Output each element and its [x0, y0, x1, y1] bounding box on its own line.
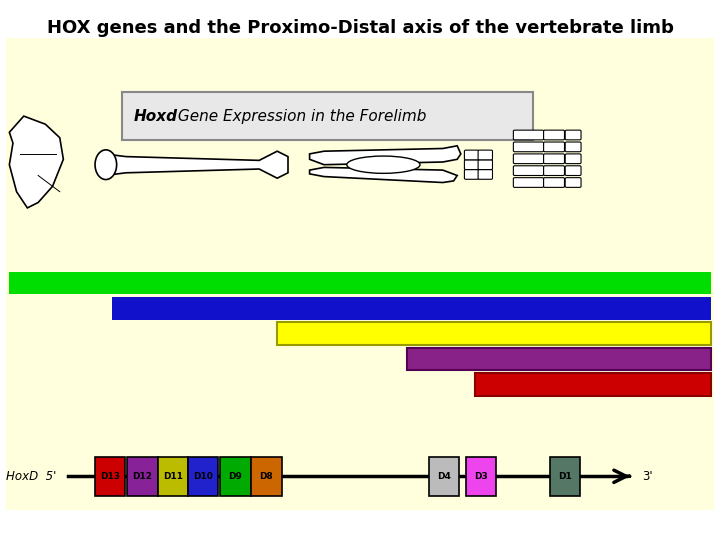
FancyBboxPatch shape — [513, 166, 544, 176]
Polygon shape — [9, 116, 63, 208]
Text: D1: D1 — [558, 472, 572, 481]
Text: D3: D3 — [474, 472, 488, 481]
FancyBboxPatch shape — [478, 170, 492, 179]
FancyBboxPatch shape — [188, 457, 218, 496]
Text: D9: D9 — [228, 472, 243, 481]
FancyBboxPatch shape — [464, 160, 479, 170]
Text: D8: D8 — [259, 472, 274, 481]
Text: D4: D4 — [437, 472, 451, 481]
Ellipse shape — [347, 156, 420, 173]
FancyBboxPatch shape — [466, 457, 496, 496]
Bar — [6, 38, 714, 510]
Bar — [475, 373, 711, 396]
Text: D12: D12 — [132, 472, 153, 481]
Text: D11: D11 — [163, 472, 183, 481]
FancyBboxPatch shape — [95, 457, 125, 496]
Text: Gene Expression in the Forelimb: Gene Expression in the Forelimb — [173, 109, 426, 124]
FancyBboxPatch shape — [565, 142, 581, 152]
FancyBboxPatch shape — [464, 170, 479, 179]
FancyBboxPatch shape — [158, 457, 188, 496]
Bar — [475, 373, 711, 396]
Bar — [407, 348, 711, 370]
FancyBboxPatch shape — [544, 130, 564, 140]
FancyBboxPatch shape — [251, 457, 282, 496]
Text: Hoxd: Hoxd — [133, 109, 177, 124]
Bar — [277, 322, 711, 345]
FancyBboxPatch shape — [478, 160, 492, 170]
Text: HOX genes and the Proximo-Distal axis of the vertebrate limb: HOX genes and the Proximo-Distal axis of… — [47, 19, 673, 37]
Ellipse shape — [95, 150, 117, 180]
Text: 3': 3' — [642, 470, 653, 483]
FancyBboxPatch shape — [513, 130, 544, 140]
FancyBboxPatch shape — [565, 130, 581, 140]
FancyBboxPatch shape — [513, 154, 544, 164]
FancyBboxPatch shape — [544, 178, 564, 187]
FancyBboxPatch shape — [429, 457, 459, 496]
FancyBboxPatch shape — [550, 457, 580, 496]
Polygon shape — [310, 146, 461, 165]
FancyBboxPatch shape — [544, 166, 564, 176]
FancyBboxPatch shape — [565, 154, 581, 164]
FancyBboxPatch shape — [220, 457, 251, 496]
FancyBboxPatch shape — [478, 150, 492, 160]
FancyBboxPatch shape — [464, 150, 479, 160]
FancyBboxPatch shape — [122, 92, 533, 140]
Text: D13: D13 — [100, 472, 120, 481]
FancyBboxPatch shape — [565, 178, 581, 187]
Polygon shape — [97, 151, 288, 178]
Text: D10: D10 — [193, 472, 213, 481]
Text: HoxD  5': HoxD 5' — [6, 470, 56, 483]
FancyBboxPatch shape — [127, 457, 158, 496]
Bar — [277, 322, 711, 345]
FancyBboxPatch shape — [544, 154, 564, 164]
FancyBboxPatch shape — [565, 166, 581, 176]
Bar — [112, 297, 711, 320]
Bar — [9, 272, 711, 294]
FancyBboxPatch shape — [513, 178, 544, 187]
Polygon shape — [310, 167, 457, 183]
Bar — [407, 348, 711, 370]
FancyBboxPatch shape — [513, 142, 544, 152]
FancyBboxPatch shape — [544, 142, 564, 152]
